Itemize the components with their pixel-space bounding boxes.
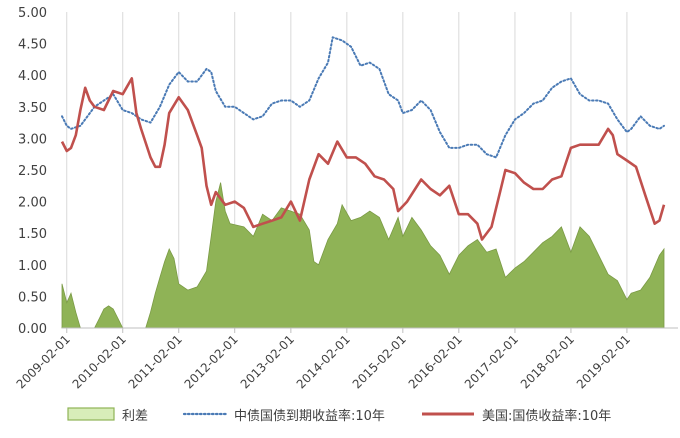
y-tick-label: 4.00 [18, 69, 47, 84]
series-area-spread [61, 182, 665, 329]
y-tick-label: 0.50 [18, 290, 47, 305]
x-tick-label: 2013-02-01 [238, 332, 297, 391]
legend-layer: 利差 中债国债到期收益率:10年 美国:国债收益率:10年 [67, 407, 611, 424]
y-tick-label: 5.00 [18, 6, 47, 21]
legend-label-spread: 利差 [122, 409, 148, 424]
area-layer [61, 182, 665, 329]
series-line-china-10y [61, 36, 665, 159]
y-tick-label: 1.00 [18, 259, 47, 274]
legend-swatch-spread [67, 407, 115, 421]
y-tick-label: 3.00 [18, 132, 47, 147]
y-tick-label: 2.00 [18, 196, 47, 211]
axis-layer: 0.00 0.50 1.00 1.50 2.00 2.50 3.00 3.50 4.00 4.50… [14, 6, 678, 391]
series-line-us-10y [60, 77, 666, 241]
x-tick-label: 2014-02-01 [294, 332, 353, 391]
y-tick-label: 0.00 [18, 322, 47, 337]
x-tick-label: 2012-02-01 [182, 332, 241, 391]
x-tick-label: 2011-02-01 [126, 332, 185, 391]
line-layer [60, 36, 666, 241]
y-tick-label: 1.50 [18, 227, 47, 242]
legend-label-us-10y: 美国:国债收益率:10年 [482, 408, 611, 424]
y-tick-label: 3.50 [18, 101, 47, 116]
x-tick-label: 2019-02-01 [574, 332, 633, 391]
x-tick-label: 2017-02-01 [462, 332, 521, 391]
legend-label-china-10y: 中债国债到期收益率:10年 [234, 408, 385, 424]
x-tick-label: 2010-02-01 [70, 332, 129, 391]
x-tick-label: 2009-02-01 [14, 332, 73, 391]
y-tick-label: 4.50 [18, 38, 47, 53]
x-tick-label: 2018-02-01 [518, 332, 577, 391]
y-tick-label: 2.50 [18, 164, 47, 179]
x-tick-label: 2016-02-01 [406, 332, 465, 391]
x-tick-label: 2015-02-01 [350, 332, 409, 391]
